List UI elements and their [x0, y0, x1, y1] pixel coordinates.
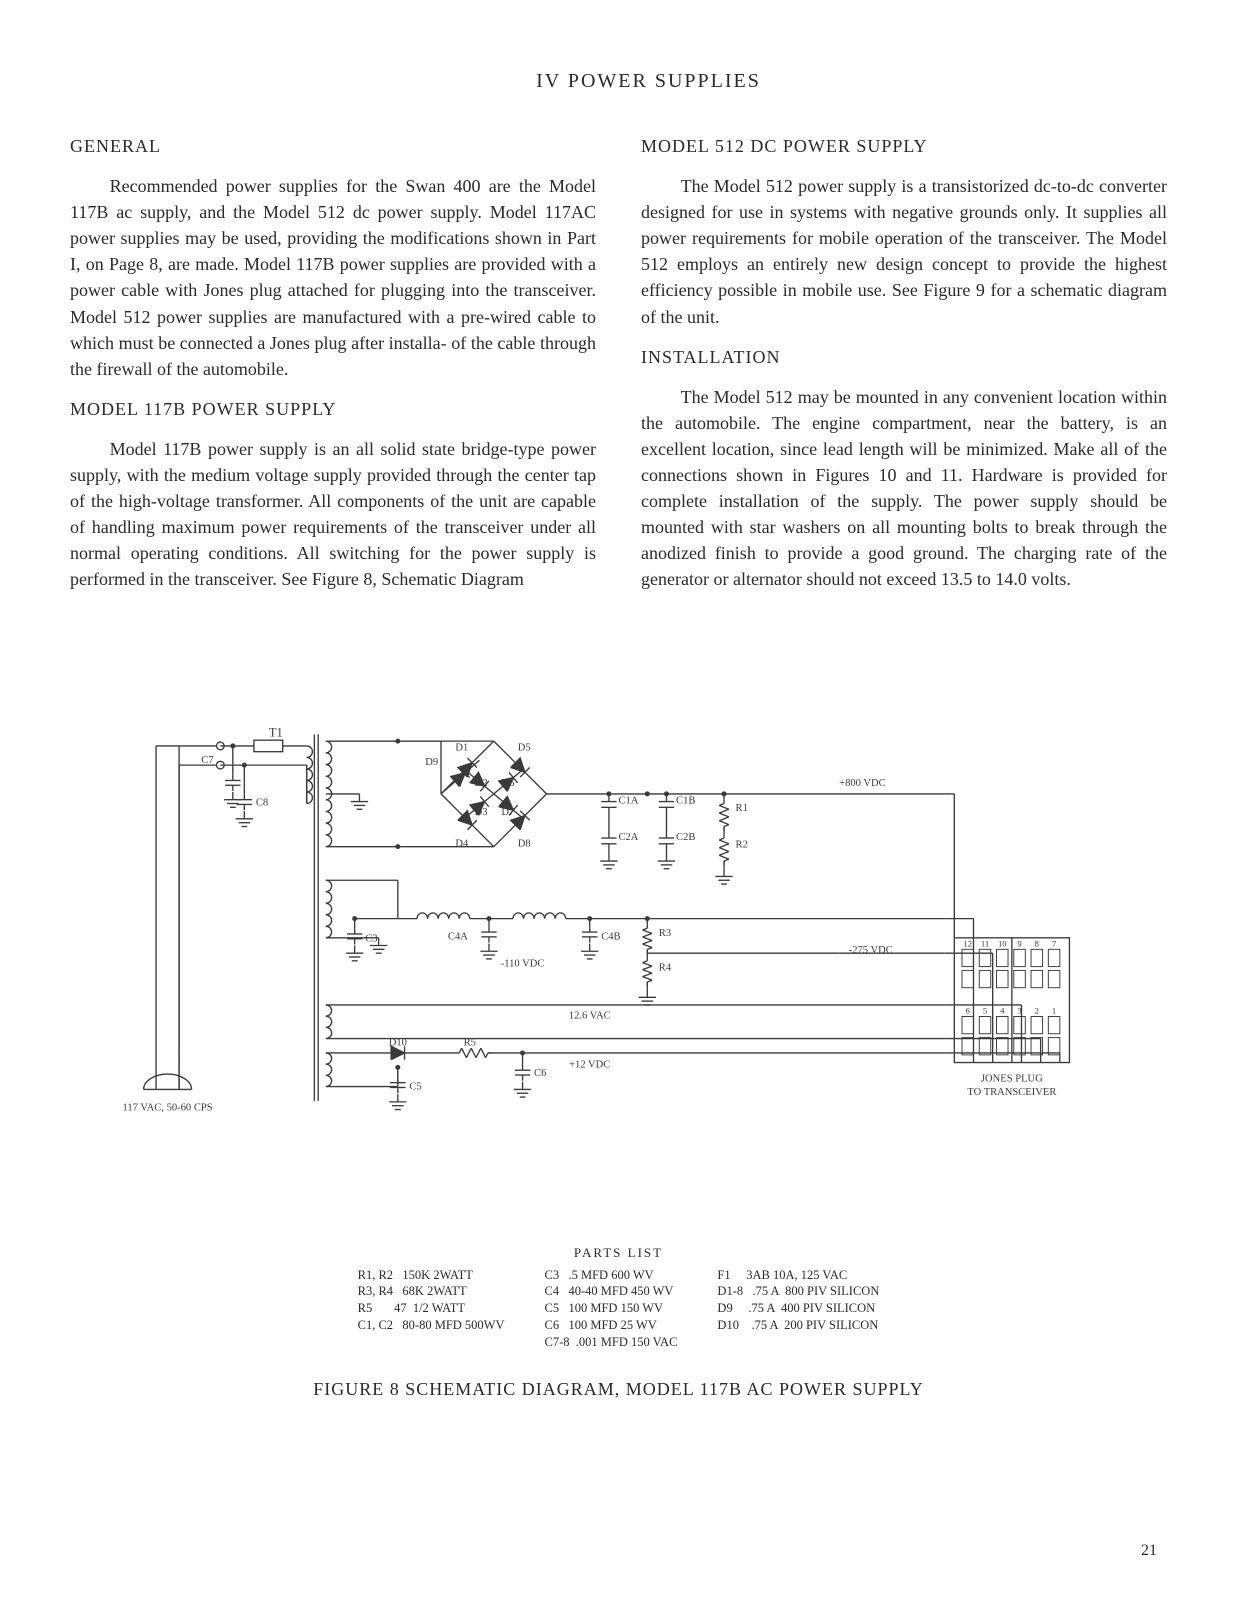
parts-list: R1, R2 150K 2WATT R3, R4 68K 2WATT R5 47… — [110, 1267, 1127, 1351]
svg-text:5: 5 — [983, 1005, 987, 1015]
svg-text:D6: D6 — [501, 778, 514, 789]
svg-text:C1B: C1B — [676, 795, 695, 806]
svg-text:D3: D3 — [475, 807, 488, 818]
svg-text:-110 VDC: -110 VDC — [501, 958, 545, 969]
schematic-diagram: 117 VAC, 50-60 CPS C7 C8 T1 D1 D5 D4 D8 D2 D6 D3 D7… — [110, 677, 1127, 1237]
svg-text:+12 VDC: +12 VDC — [569, 1059, 610, 1070]
figure-caption: FIGURE 8 SCHEMATIC DIAGRAM, MODEL 117B A… — [110, 1379, 1127, 1400]
svg-text:C1A: C1A — [618, 795, 638, 806]
svg-text:12.6 VAC: 12.6 VAC — [569, 1010, 611, 1021]
svg-text:7: 7 — [1052, 938, 1057, 948]
para-512: The Model 512 power supply is a transist… — [641, 173, 1167, 330]
svg-text:10: 10 — [998, 938, 1007, 948]
svg-text:D10: D10 — [389, 1037, 407, 1048]
heading-512: MODEL 512 DC POWER SUPPLY — [641, 133, 1167, 159]
svg-text:C8: C8 — [256, 797, 268, 808]
svg-text:R2: R2 — [736, 839, 748, 850]
svg-text:9: 9 — [1017, 938, 1021, 948]
svg-text:C5: C5 — [409, 1081, 421, 1092]
para-117b: Model 117B power supply is an all solid … — [70, 436, 596, 593]
svg-text:C7: C7 — [201, 755, 213, 766]
svg-text:4: 4 — [1000, 1005, 1005, 1015]
svg-text:D9: D9 — [425, 757, 438, 768]
svg-text:8: 8 — [1035, 938, 1039, 948]
svg-text:C6: C6 — [534, 1067, 546, 1078]
svg-text:C4B: C4B — [601, 931, 620, 942]
page: IV POWER SUPPLIES GENERAL Recommended po… — [0, 0, 1237, 1600]
para-install: The Model 512 may be mounted in any conv… — [641, 384, 1167, 593]
svg-text:TO TRANSCEIVER: TO TRANSCEIVER — [967, 1087, 1057, 1098]
svg-text:R4: R4 — [659, 962, 672, 973]
svg-text:117 VAC, 50-60 CPS: 117 VAC, 50-60 CPS — [123, 1102, 213, 1113]
svg-text:6: 6 — [966, 1005, 971, 1015]
svg-text:D2: D2 — [475, 778, 488, 789]
svg-text:C4A: C4A — [448, 931, 468, 942]
text-columns: GENERAL Recommended power supplies for t… — [70, 121, 1167, 607]
parts-list-title: PARTS LIST — [110, 1245, 1127, 1261]
svg-text:-275 VDC: -275 VDC — [849, 945, 893, 956]
section-title: IV POWER SUPPLIES — [130, 70, 1167, 93]
para-general: Recommended power supplies for the Swan … — [70, 173, 596, 382]
svg-text:D1: D1 — [455, 742, 468, 753]
heading-117b: MODEL 117B POWER SUPPLY — [70, 396, 596, 422]
svg-text:C2A: C2A — [618, 831, 638, 842]
heading-install: INSTALLATION — [641, 344, 1167, 370]
svg-text:R3: R3 — [659, 927, 671, 938]
svg-text:+800 VDC: +800 VDC — [839, 778, 885, 789]
parts-col-3: F1 3AB 10A, 125 VAC D1-8 .75 A 800 PIV S… — [717, 1267, 879, 1351]
left-column: GENERAL Recommended power supplies for t… — [70, 121, 596, 607]
figure-8: 117 VAC, 50-60 CPS C7 C8 T1 D1 D5 D4 D8 D2 D6 D3 D7… — [70, 677, 1167, 1400]
svg-text:R1: R1 — [736, 803, 748, 814]
svg-text:11: 11 — [981, 938, 989, 948]
svg-text:D8: D8 — [518, 838, 531, 849]
right-column: MODEL 512 DC POWER SUPPLY The Model 512 … — [641, 121, 1167, 607]
parts-col-2: C3 .5 MFD 600 WV C4 40-40 MFD 450 WV C5 … — [545, 1267, 678, 1351]
svg-text:D7: D7 — [501, 807, 514, 818]
svg-text:JONES PLUG: JONES PLUG — [981, 1073, 1043, 1084]
svg-text:D4: D4 — [455, 838, 469, 849]
heading-general: GENERAL — [70, 133, 596, 159]
svg-text:R5: R5 — [464, 1037, 476, 1048]
svg-text:2: 2 — [1035, 1005, 1039, 1015]
svg-text:1: 1 — [1052, 1005, 1056, 1015]
page-number: 21 — [1141, 1542, 1157, 1560]
svg-text:C3: C3 — [365, 933, 377, 944]
svg-text:T1: T1 — [269, 725, 283, 739]
parts-col-1: R1, R2 150K 2WATT R3, R4 68K 2WATT R5 47… — [358, 1267, 505, 1351]
svg-text:D5: D5 — [518, 742, 531, 753]
svg-text:C2B: C2B — [676, 831, 695, 842]
svg-text:12: 12 — [963, 938, 972, 948]
